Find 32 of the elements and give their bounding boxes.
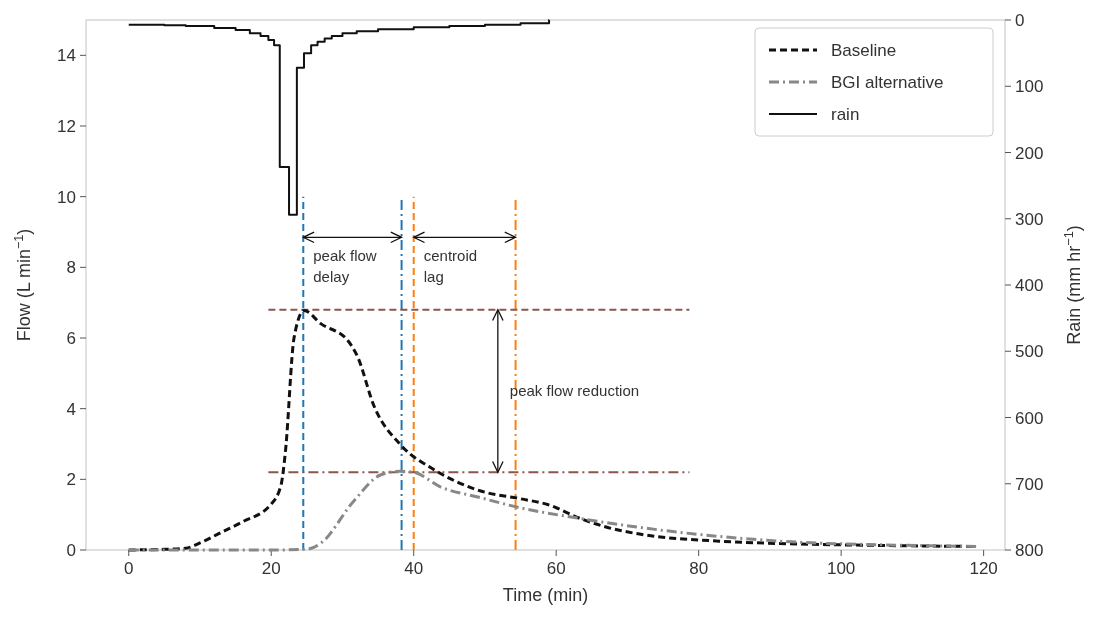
legend-label: rain [831,105,860,124]
y2-tick-label: 600 [1015,408,1044,428]
annotation: centroid lag [423,247,478,286]
x-tick-label: 40 [404,559,424,578]
y2-tick-label: 0 [1015,11,1025,30]
y2-tick-label: 400 [1015,276,1044,295]
x-tick-label: 0 [124,559,134,578]
x-tick-label: 100 [826,559,856,578]
x-axis-title: Time (min) [502,585,589,605]
y2-tick-label: 300 [1015,209,1044,229]
y2-tick-label: 500 [1015,342,1044,362]
x-tick-label: 60 [546,559,566,578]
y-tick-label: 6 [66,329,76,348]
annotation: peak flow reduction [509,382,640,399]
y-tick-label: 8 [66,258,76,278]
y-tick-label: 14 [57,46,76,66]
y-tick-label: 0 [66,541,76,560]
y2-tick-label: 800 [1015,541,1044,560]
y-tick-label: 12 [57,117,76,136]
annotation: peak flow delay [313,247,377,286]
y-tick-label: 4 [66,399,76,419]
legend-label: BGI alternative [831,73,944,92]
y-tick-label: 2 [66,470,76,490]
y2-tick-label: 100 [1015,77,1044,97]
x-tick-label: 80 [689,559,709,578]
x-tick-label: 20 [261,559,281,578]
line-series [127,469,978,552]
x-tick-label: 120 [969,559,998,578]
y-tick-label: 10 [57,187,76,207]
legend-label: Baseline [831,41,897,60]
y2-tick-label: 200 [1015,143,1044,163]
y2-tick-label: 700 [1015,474,1044,494]
